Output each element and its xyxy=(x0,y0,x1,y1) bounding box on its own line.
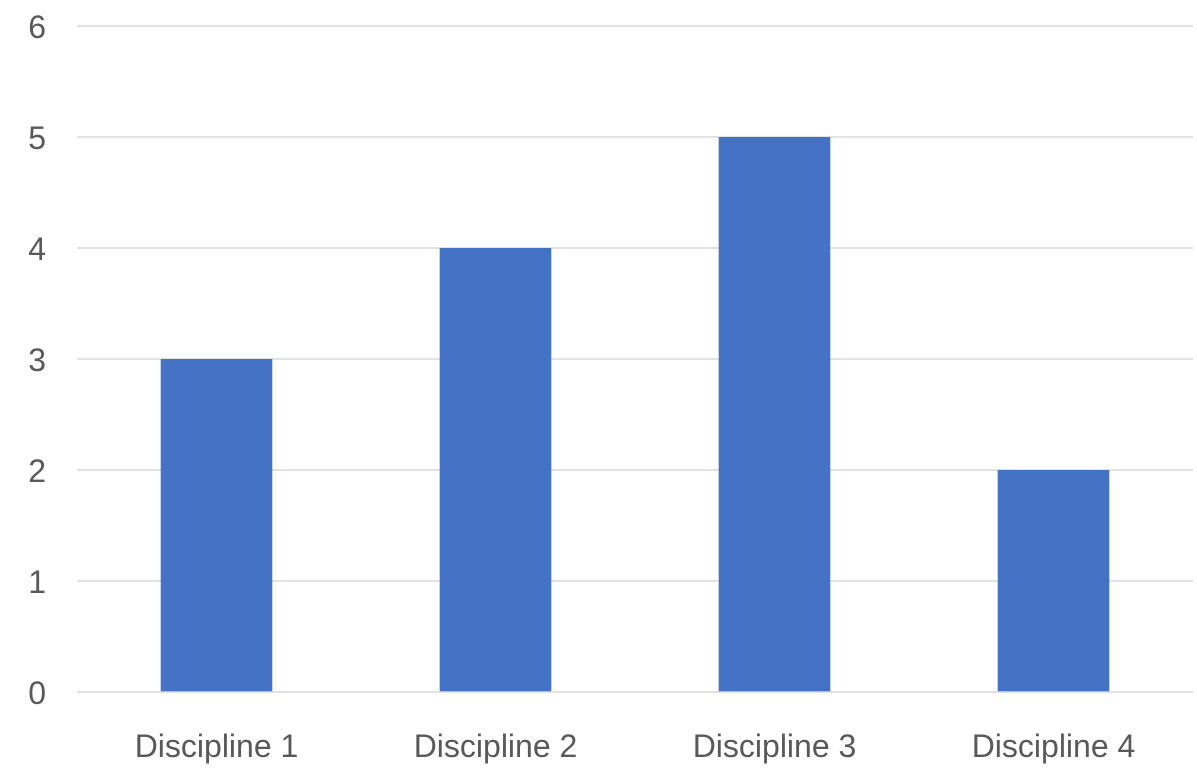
y-axis-tick-label: 0 xyxy=(28,675,46,711)
x-axis-tick-label: Discipline 2 xyxy=(414,728,578,764)
y-axis-tick-label: 3 xyxy=(28,342,46,378)
bar-4 xyxy=(997,470,1110,692)
x-axis-tick-label: Discipline 4 xyxy=(972,728,1136,764)
bars xyxy=(160,137,1110,692)
y-axis-tick-label: 4 xyxy=(28,231,46,267)
bar-1 xyxy=(160,359,273,692)
y-axis-tick-label: 6 xyxy=(28,9,46,45)
x-axis-tick-label: Discipline 1 xyxy=(135,728,299,764)
x-axis-tick-label: Discipline 3 xyxy=(693,728,857,764)
x-axis-tick-labels: Discipline 1 Discipline 2 Discipline 3 Disc… xyxy=(135,728,1136,764)
bar-2 xyxy=(439,248,552,692)
y-axis-tick-label: 5 xyxy=(28,120,46,156)
y-axis-tick-label: 1 xyxy=(28,564,46,600)
bar-3 xyxy=(718,137,831,692)
y-axis-tick-label: 2 xyxy=(28,453,46,489)
y-axis-tick-labels: 0 1 2 3 4 5 6 xyxy=(28,9,46,711)
